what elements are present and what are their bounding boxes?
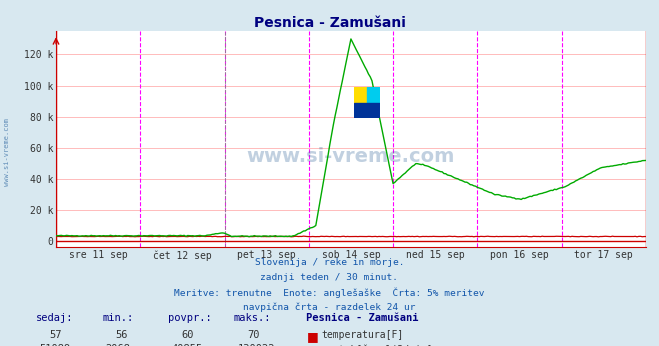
- Text: 130022: 130022: [237, 344, 275, 346]
- Text: zadnji teden / 30 minut.: zadnji teden / 30 minut.: [260, 273, 399, 282]
- Bar: [354, 102, 380, 118]
- Text: Slovenija / reke in morje.: Slovenija / reke in morje.: [255, 258, 404, 267]
- Text: ■: ■: [306, 330, 318, 343]
- Text: 60: 60: [181, 330, 194, 340]
- Text: www.si-vreme.com: www.si-vreme.com: [3, 118, 10, 186]
- Text: 56: 56: [115, 330, 128, 340]
- Text: 51089: 51089: [40, 344, 71, 346]
- Bar: [354, 88, 367, 102]
- Text: navpična črta - razdelek 24 ur: navpična črta - razdelek 24 ur: [243, 302, 416, 312]
- Text: Meritve: trenutne  Enote: anglešaške  Črta: 5% meritev: Meritve: trenutne Enote: anglešaške Črta…: [174, 288, 485, 298]
- Text: sedaj:: sedaj:: [36, 313, 74, 323]
- Text: min.:: min.:: [102, 313, 133, 323]
- Bar: [367, 88, 380, 102]
- Text: 57: 57: [49, 330, 62, 340]
- Text: maks.:: maks.:: [234, 313, 272, 323]
- Text: pretok[čevelj3/min]: pretok[čevelj3/min]: [321, 344, 432, 346]
- Text: Pesnica - Zamušani: Pesnica - Zamušani: [306, 313, 419, 323]
- Text: ■: ■: [306, 344, 318, 346]
- Text: 70: 70: [247, 330, 260, 340]
- Text: 40855: 40855: [171, 344, 202, 346]
- Text: temperatura[F]: temperatura[F]: [321, 330, 403, 340]
- Text: www.si-vreme.com: www.si-vreme.com: [246, 147, 455, 166]
- Text: povpr.:: povpr.:: [168, 313, 212, 323]
- Text: 2068: 2068: [105, 344, 130, 346]
- Text: Pesnica - Zamušani: Pesnica - Zamušani: [254, 16, 405, 29]
